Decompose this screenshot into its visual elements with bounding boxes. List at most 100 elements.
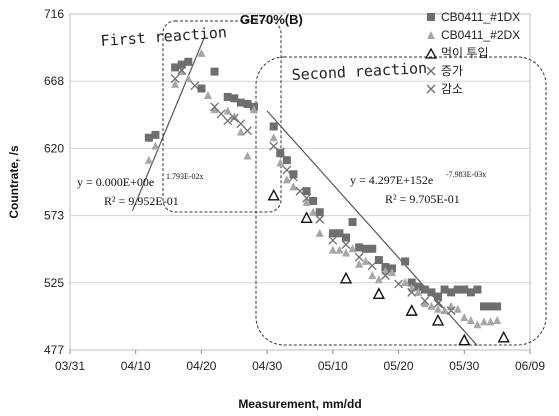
point-cb0411-1dx [355, 243, 364, 252]
point-x-marker [315, 214, 325, 224]
point-feeding [497, 330, 510, 343]
point-cb0411-1dx [335, 229, 344, 238]
x-tick-label: 05/20 [384, 359, 414, 373]
x-tick-label: 04/30 [252, 359, 282, 373]
point-cb0411-2dx [453, 304, 462, 313]
x-tick-label: 05/30 [449, 359, 479, 373]
point-cb0411-2dx [230, 112, 239, 121]
point-x-marker [236, 119, 246, 129]
point-cb0411-1dx [302, 187, 311, 196]
point-x-marker [407, 287, 417, 297]
point-cb0411-2dx [204, 91, 212, 100]
point-cb0411-2dx [184, 74, 193, 83]
first-reaction-region [162, 20, 282, 213]
point-cb0411-1dx [243, 99, 252, 108]
point-cb0411-2dx [414, 287, 423, 296]
equation-1-exponent: 1.793E-02x [166, 172, 204, 181]
point-cb0411-1dx [493, 302, 502, 311]
point-cb0411-1dx [177, 60, 186, 69]
point-cb0411-2dx [289, 182, 298, 191]
point-x-marker [223, 116, 233, 126]
point-feeding [405, 304, 418, 316]
point-x-marker [367, 261, 377, 271]
legend-marker-feeding [424, 47, 438, 59]
point-x-marker [210, 102, 220, 112]
point-x-marker [282, 165, 292, 175]
point-cb0411-1dx [197, 84, 206, 93]
y-tick-label: 525 [44, 276, 64, 290]
point-cb0411-1dx [453, 285, 462, 294]
point-cb0411-1dx [144, 133, 153, 142]
point-cb0411-1dx [342, 233, 350, 242]
point-cb0411-1dx [210, 67, 219, 76]
point-cb0411-1dx [269, 122, 278, 131]
point-x-marker [216, 109, 226, 119]
equation-1-main: y = 0.000E+00e [77, 175, 154, 189]
point-cb0411-2dx [361, 256, 370, 265]
trendlines [131, 36, 478, 347]
point-cb0411-1dx [374, 256, 383, 265]
y-axis-title: Countrate, /s [7, 145, 21, 219]
point-cb0411-1dx [427, 288, 436, 297]
legend-label-increase: 증가 [441, 64, 463, 78]
x-tick-label: 05/10 [318, 359, 348, 373]
point-cb0411-2dx [466, 315, 475, 324]
point-cb0411-1dx [447, 288, 456, 297]
equation-1-r2: R² = 9.952E-01 [104, 194, 179, 208]
legend: CB0411_#1DX CB0411_#2DX 먹이 투입 증가 감소 [424, 10, 520, 96]
point-cb0411-2dx [250, 105, 258, 114]
point-x-marker [177, 65, 187, 75]
point-x-marker [380, 271, 390, 280]
x-tick-label: 03/31 [55, 359, 85, 373]
point-cb0411-2dx [144, 155, 153, 164]
legend-marker-2dx [427, 31, 435, 39]
point-cb0411-2dx [342, 248, 350, 257]
point-cb0411-2dx [355, 259, 364, 268]
point-cb0411-2dx [440, 306, 449, 315]
point-feeding [458, 333, 471, 346]
point-cb0411-1dx [486, 302, 495, 311]
point-cb0411-2dx [328, 245, 337, 254]
point-feeding [372, 287, 386, 299]
point-x-marker [295, 186, 305, 196]
point-cb0411-2dx [236, 127, 245, 136]
point-x-marker [269, 141, 279, 151]
point-cb0411-2dx [210, 105, 219, 114]
point-cb0411-2dx [223, 106, 232, 115]
point-x-marker [446, 306, 456, 316]
point-x-marker [328, 235, 338, 245]
y-tick-label: 573 [44, 209, 64, 223]
point-cb0411-1dx [282, 156, 291, 165]
point-cb0411-1dx [407, 278, 416, 287]
point-cb0411-2dx [401, 278, 410, 287]
y-tick-label: 716 [44, 7, 64, 21]
legend-marker-1dx [427, 13, 435, 21]
point-cb0411-1dx [289, 170, 298, 179]
point-cb0411-1dx [368, 244, 377, 253]
point-cb0411-1dx [171, 63, 180, 72]
point-cb0411-2dx [151, 141, 160, 150]
point-cb0411-2dx [243, 151, 252, 160]
chart-title: GE70%(B) [240, 12, 303, 27]
x-tick-label: 04/10 [121, 359, 151, 373]
point-cb0411-1dx [236, 98, 245, 107]
point-x-marker [288, 172, 298, 182]
x-tick-label: 04/20 [186, 359, 216, 373]
point-cb0411-2dx [368, 270, 377, 279]
point-cb0411-1dx [223, 92, 232, 101]
point-cb0411-2dx [388, 268, 396, 277]
point-cb0411-2dx [434, 304, 442, 313]
equation-2-main: y = 4.297E+152e [350, 173, 433, 187]
point-x-marker [420, 296, 430, 306]
point-cb0411-1dx [315, 208, 324, 217]
point-cb0411-2dx [171, 79, 180, 88]
point-cb0411-2dx [420, 299, 429, 308]
point-cb0411-1dx [361, 244, 370, 253]
point-cb0411-2dx [302, 197, 311, 206]
point-cb0411-2dx [315, 228, 324, 237]
point-cb0411-2dx [460, 313, 469, 322]
legend-marker-increase [426, 66, 436, 76]
data-marks [144, 48, 510, 346]
point-feeding [300, 211, 313, 224]
